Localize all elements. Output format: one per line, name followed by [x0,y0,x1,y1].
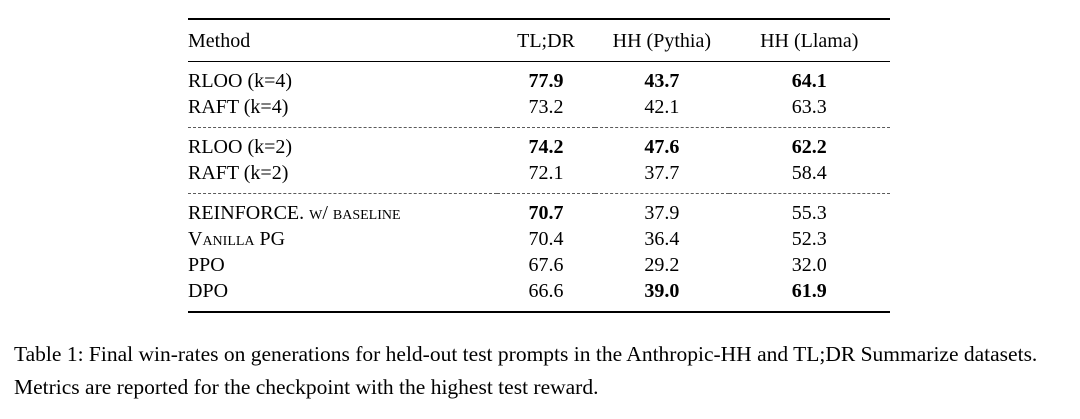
value-cell: 64.1 [791,70,827,92]
value-cell: 47.6 [644,136,680,158]
table-row: RAFT (k=4) 73.2 42.1 63.3 [188,94,890,128]
group-k2: RLOO (k=2) 74.2 47.6 62.2 RAFT (k=2) 72.… [188,127,890,194]
value-cell: 36.4 [644,228,680,250]
table-row: RLOO (k=4) 77.9 43.7 64.1 [188,62,890,95]
value-cell: 74.2 [528,136,564,158]
value-cell: 70.7 [528,202,564,224]
value-cell: 77.9 [528,70,564,92]
method-cell: REINFORCE. w/ baseline [188,202,401,224]
value-cell: 42.1 [644,96,680,118]
value-cell: 32.0 [791,254,827,276]
table-row: PPO 67.6 29.2 32.0 [188,252,890,278]
method-cell: DPO [188,280,229,302]
table-row: REINFORCE. w/ baseline 70.7 37.9 55.3 [188,194,890,227]
results-table: Method TL;DR HH (Pythia) HH (Llama) RLOO… [188,18,890,313]
col-header-hh-llama: HH (Llama) [760,30,859,52]
col-header-method: Method [188,30,251,52]
value-cell: 73.2 [528,96,564,118]
value-cell: 61.9 [791,280,827,302]
method-cell: RAFT (k=4) [188,96,289,118]
value-cell: 37.9 [644,202,680,224]
value-cell: 62.2 [791,136,827,158]
value-cell: 58.4 [791,162,827,184]
value-cell: 37.7 [644,162,680,184]
value-cell: 39.0 [644,280,680,302]
value-cell: 52.3 [791,228,827,250]
method-cell: RAFT (k=2) [188,162,289,184]
table-row: DPO 66.6 39.0 61.9 [188,278,890,312]
table-caption: Table 1: Final win-rates on generations … [14,342,1038,399]
group-baselines: REINFORCE. w/ baseline 70.7 37.9 55.3 Va… [188,193,890,313]
method-cell: Vanilla PG [188,228,286,250]
value-cell: 55.3 [791,202,827,224]
header-row: Method TL;DR HH (Pythia) HH (Llama) [188,19,890,62]
group-k4: RLOO (k=4) 77.9 43.7 64.1 RAFT (k=4) 73.… [188,62,890,128]
value-cell: 72.1 [528,162,564,184]
value-cell: 66.6 [528,280,564,302]
table-row: Vanilla PG 70.4 36.4 52.3 [188,226,890,252]
value-cell: 67.6 [528,254,564,276]
method-cell: PPO [188,254,225,276]
col-header-tldr: TL;DR [517,30,575,52]
value-cell: 29.2 [644,254,680,276]
value-cell: 63.3 [791,96,827,118]
table-row: RAFT (k=2) 72.1 37.7 58.4 [188,160,890,194]
method-cell: RLOO (k=2) [188,136,293,158]
method-cell: RLOO (k=4) [188,70,293,92]
col-header-hh-pythia: HH (Pythia) [612,30,711,52]
table-row: RLOO (k=2) 74.2 47.6 62.2 [188,128,890,161]
value-cell: 43.7 [644,70,680,92]
value-cell: 70.4 [528,228,564,250]
table-header: Method TL;DR HH (Pythia) HH (Llama) [188,19,890,62]
